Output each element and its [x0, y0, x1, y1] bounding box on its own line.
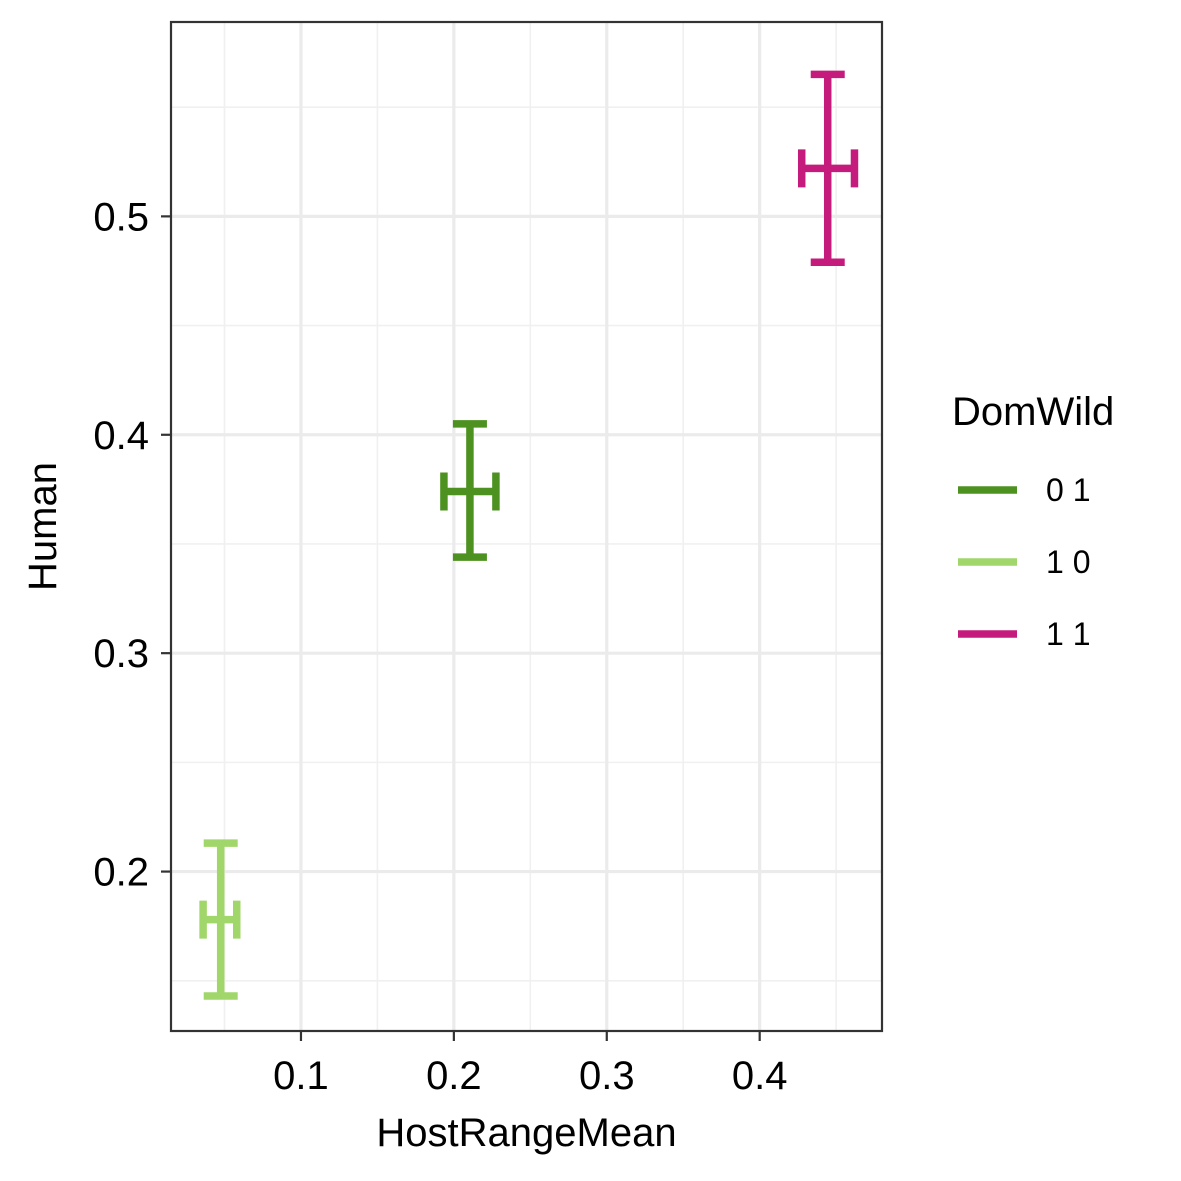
error-bars	[199, 70, 859, 1000]
legend-label: 1 0	[1046, 544, 1090, 580]
legend-title: DomWild	[952, 390, 1114, 434]
x-tick-label: 0.4	[732, 1054, 788, 1098]
axis-ticks	[161, 215, 761, 1041]
legend-item-1-0: 1 0	[958, 544, 1090, 580]
grid-minor	[171, 22, 882, 1031]
grid-major	[171, 22, 882, 1031]
error-bar-0-1	[440, 420, 500, 561]
y-tick-label: 0.5	[93, 195, 149, 239]
y-tick-label: 0.3	[93, 632, 149, 676]
legend-label: 1 1	[1046, 616, 1090, 652]
legend: DomWild 0 1 1 0 1 1	[952, 390, 1114, 652]
error-bar-1-0	[199, 839, 241, 1000]
x-tick-label: 0.1	[273, 1054, 329, 1098]
legend-label: 0 1	[1046, 472, 1090, 508]
x-tick-label: 0.2	[426, 1054, 482, 1098]
tick-labels: 0.1 0.2 0.3 0.4 0.2 0.3 0.4 0.5	[93, 195, 787, 1098]
y-tick-label: 0.2	[93, 851, 149, 895]
y-axis-title: Human	[21, 462, 65, 591]
panel-border	[169, 20, 884, 1033]
x-tick-label: 0.3	[579, 1054, 635, 1098]
y-tick-label: 0.4	[93, 414, 149, 458]
error-bar-1-1	[797, 70, 859, 266]
legend-item-0-1: 0 1	[958, 472, 1090, 508]
x-axis-title: HostRangeMean	[376, 1111, 676, 1155]
legend-item-1-1: 1 1	[958, 616, 1090, 652]
